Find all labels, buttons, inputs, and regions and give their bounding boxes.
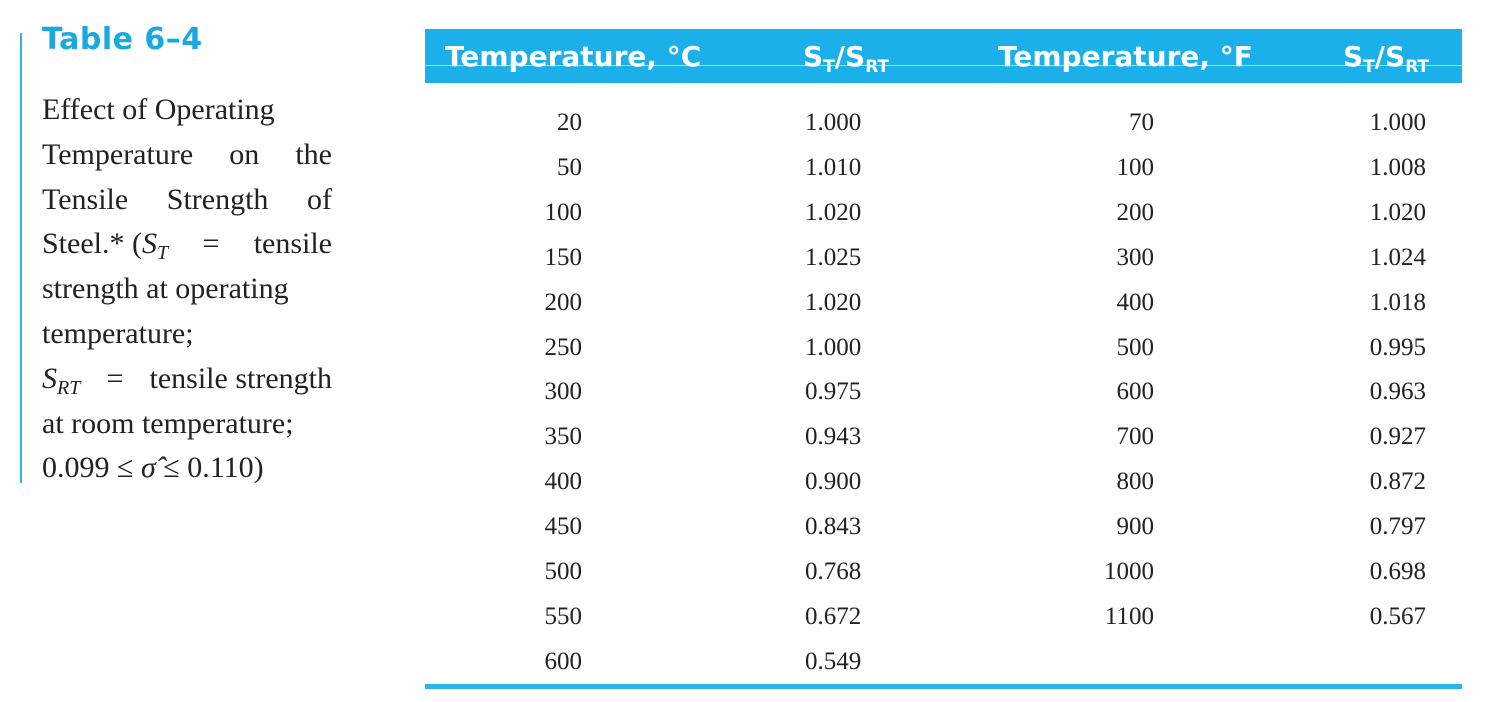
cell-strength-ratio-fahrenheit: 0.797 — [1369, 513, 1426, 541]
caption-line: 0.099 ≤ σ̂ ≤ 0.110) — [42, 451, 264, 485]
cell-strength-ratio-celsius: 1.010 — [805, 153, 862, 181]
cell-temperature-celsius: 450 — [544, 513, 583, 541]
cell-strength-ratio-fahrenheit: 0.927 — [1369, 423, 1426, 451]
cell-temperature-fahrenheit: 100 — [1116, 153, 1155, 181]
header-strength-ratio-celsius: ST/SRT — [803, 40, 890, 77]
cell-strength-ratio-fahrenheit: 1.018 — [1369, 288, 1426, 316]
cell-strength-ratio-fahrenheit: 0.698 — [1369, 558, 1426, 585]
cell-temperature-celsius: 150 — [544, 243, 583, 271]
caption-line: Effect of Operating — [42, 93, 275, 126]
table-row: 500 0.768 1000 0.698 — [425, 546, 1462, 591]
table-number: Table 6–4 — [42, 22, 203, 57]
table-row: 450 0.843 900 0.797 — [425, 501, 1462, 546]
table-bottom-rule — [425, 684, 1462, 689]
cell-strength-ratio-fahrenheit: 1.020 — [1369, 198, 1426, 226]
cell-temperature-celsius: 20 — [557, 109, 582, 136]
cell-temperature-celsius: 50 — [557, 153, 582, 181]
cell-strength-ratio-celsius: 0.672 — [805, 602, 862, 630]
cell-temperature-celsius: 250 — [544, 333, 583, 361]
cell-strength-ratio-celsius: 0.768 — [805, 558, 862, 585]
cell-temperature-fahrenheit: 200 — [1116, 198, 1155, 226]
table-caption: Effect of Operating Temperature on the T… — [42, 88, 332, 491]
caption-line: SRT = tensile strength — [42, 361, 332, 399]
caption-line: at room temperature; — [42, 406, 294, 440]
table-row: 20 1.000 70 1.000 — [425, 97, 1462, 142]
caption-line: strength at operating — [42, 272, 289, 306]
table-row: 350 0.943 700 0.927 — [425, 411, 1462, 456]
cell-temperature-celsius: 500 — [544, 558, 583, 585]
cell-strength-ratio-fahrenheit: 1.008 — [1369, 153, 1426, 181]
cell-strength-ratio-celsius: 0.975 — [805, 378, 862, 406]
cell-temperature-celsius: 200 — [544, 288, 583, 316]
table-row: 300 0.975 600 0.963 — [425, 366, 1462, 411]
cell-strength-ratio-celsius: 1.000 — [805, 333, 862, 361]
header-temperature-fahrenheit: Temperature, °F — [998, 40, 1253, 73]
cell-strength-ratio-fahrenheit: 1.024 — [1369, 243, 1426, 271]
cell-strength-ratio-fahrenheit: 0.567 — [1369, 602, 1426, 630]
cell-temperature-fahrenheit: 800 — [1116, 468, 1155, 496]
caption-line: Tensile Strength of — [42, 182, 332, 216]
table-row: 150 1.025 300 1.024 — [425, 232, 1462, 277]
cell-temperature-fahrenheit: 1000 — [1104, 558, 1154, 585]
cell-strength-ratio-fahrenheit: 0.872 — [1369, 468, 1426, 496]
cell-strength-ratio-celsius: 1.020 — [805, 198, 862, 226]
caption-line: Temperature on the — [42, 137, 332, 171]
cell-strength-ratio-fahrenheit: 0.963 — [1369, 378, 1426, 406]
table-body: 20 1.000 70 1.000 50 1.010 100 1.008 100 1.020 200… — [425, 83, 1462, 687]
table-header: Temperature, °C ST/SRT Temperature, °F S… — [425, 29, 1462, 83]
data-table: Temperature, °C ST/SRT Temperature, °F S… — [425, 29, 1462, 687]
cell-strength-ratio-celsius: 0.943 — [805, 423, 862, 451]
cell-temperature-fahrenheit: 700 — [1116, 423, 1155, 451]
table-row: 550 0.672 1100 0.567 — [425, 591, 1462, 636]
cell-temperature-fahrenheit: 500 — [1116, 333, 1155, 361]
cell-temperature-fahrenheit: 900 — [1116, 513, 1155, 541]
caption-line: temperature; — [42, 316, 194, 350]
cell-strength-ratio-celsius: 1.025 — [805, 243, 862, 271]
cell-temperature-celsius: 400 — [544, 468, 583, 496]
cell-strength-ratio-celsius: 0.549 — [805, 647, 862, 675]
header-underline — [425, 65, 1462, 66]
cell-temperature-celsius: 350 — [544, 423, 583, 451]
table-row: 250 1.000 500 0.995 — [425, 322, 1462, 367]
table-row: 400 0.900 800 0.872 — [425, 456, 1462, 501]
table-row: 100 1.020 200 1.020 — [425, 187, 1462, 232]
table-row: 50 1.010 100 1.008 — [425, 142, 1462, 187]
caption-line: Steel.* (ST = tensile — [42, 227, 332, 265]
cell-temperature-fahrenheit: 300 — [1116, 243, 1155, 271]
cell-temperature-celsius: 300 — [544, 378, 583, 406]
cell-strength-ratio-celsius: 0.843 — [805, 513, 862, 541]
header-temperature-celsius: Temperature, °C — [445, 40, 702, 73]
cell-strength-ratio-celsius: 1.000 — [805, 109, 862, 136]
cell-strength-ratio-fahrenheit: 0.995 — [1369, 333, 1426, 361]
cell-temperature-fahrenheit: 600 — [1116, 378, 1155, 406]
header-strength-ratio-fahrenheit: ST/SRT — [1343, 40, 1430, 77]
table-row: 200 1.020 400 1.018 — [425, 277, 1462, 322]
sidebar-accent-rule — [20, 33, 22, 483]
cell-temperature-celsius: 550 — [544, 602, 583, 630]
cell-temperature-fahrenheit: 400 — [1116, 288, 1155, 316]
cell-temperature-fahrenheit: 70 — [1129, 109, 1154, 136]
cell-strength-ratio-fahrenheit: 1.000 — [1369, 109, 1426, 136]
cell-temperature-celsius: 100 — [544, 198, 583, 226]
table-row: 600 0.549 — [425, 636, 1462, 681]
cell-temperature-celsius: 600 — [544, 647, 583, 675]
cell-strength-ratio-celsius: 1.020 — [805, 288, 862, 316]
cell-temperature-fahrenheit: 1100 — [1104, 602, 1154, 630]
cell-strength-ratio-celsius: 0.900 — [805, 468, 862, 496]
